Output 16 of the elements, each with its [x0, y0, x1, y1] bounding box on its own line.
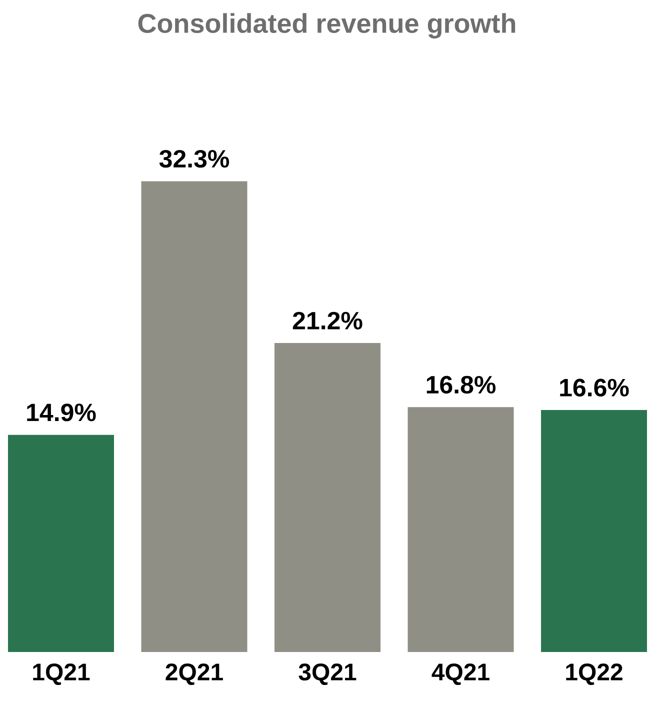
data-label: 16.8% [426, 376, 496, 394]
x-tick-label: 3Q21 [298, 664, 356, 686]
x-tick-label: 4Q21 [432, 664, 490, 686]
x-tick-label: 1Q21 [33, 664, 90, 686]
bar [8, 434, 114, 652]
bar [141, 181, 248, 652]
chart-title: Consolidated revenue growth [138, 13, 516, 38]
x-tick-label: 2Q21 [166, 664, 223, 686]
bar [541, 410, 648, 652]
data-label: 21.2% [292, 312, 362, 330]
bar [274, 342, 381, 652]
data-label: 14.9% [27, 404, 96, 422]
data-label: 16.6% [560, 378, 629, 397]
x-tick-label: 1Q22 [566, 664, 622, 686]
bar [408, 407, 514, 652]
data-label: 32.3% [159, 150, 230, 168]
